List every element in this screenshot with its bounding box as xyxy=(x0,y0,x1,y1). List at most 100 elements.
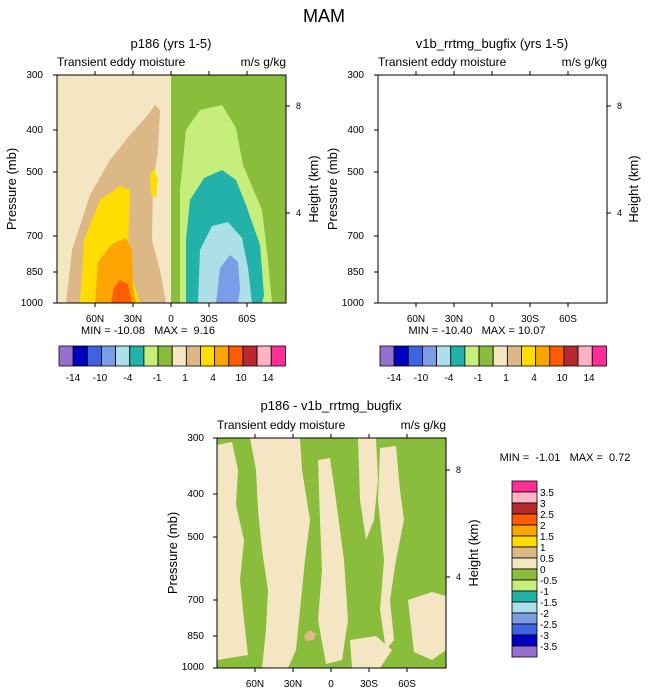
colorbar-label: -1 xyxy=(474,373,483,384)
colorbar-swatch xyxy=(171,345,187,367)
colorbar-diff-label: 3.5 xyxy=(540,488,554,499)
colorbar-diff-swatch xyxy=(511,491,538,504)
contour-diff-positive-1 xyxy=(304,630,316,641)
contour-negative-6 xyxy=(519,220,573,303)
colorbar-label: 14 xyxy=(583,373,595,384)
colorbar-label: 4 xyxy=(531,373,537,384)
colorbar-diff-label: 1.5 xyxy=(540,532,554,543)
lat-tick-label: 0 xyxy=(489,314,495,325)
lat-tick-label: 0 xyxy=(168,314,174,325)
colorbar-diff-label: -2.5 xyxy=(540,620,558,631)
panel-c-ylabel: Pressure (mb) xyxy=(165,512,180,594)
pressure-tick-label: 850 xyxy=(187,631,204,642)
colorbar-b: -14 -10 -4 -1 1 4 10 14 xyxy=(379,345,607,384)
colorbar-swatch xyxy=(242,345,258,367)
colorbar-swatch xyxy=(129,345,145,367)
colorbar-diff-label: -0.5 xyxy=(540,576,558,587)
colorbar-diff-label: -1.5 xyxy=(540,598,558,609)
colorbar-swatch xyxy=(86,345,102,367)
contour-positive-4-cell xyxy=(471,167,479,198)
pressure-tick-label: 1000 xyxy=(21,298,44,309)
lat-tick-label: 60N xyxy=(407,314,425,325)
pressure-tick-label: 500 xyxy=(187,532,204,543)
panel-b: v1b_rrtmg_bugfix (yrs 1-5) Transient edd… xyxy=(325,36,641,337)
colorbar-diff-label: -3 xyxy=(540,631,549,642)
pressure-tick-label: 300 xyxy=(187,433,204,444)
colorbar-swatch xyxy=(478,345,494,367)
lat-tick-label: 60S xyxy=(559,314,577,325)
contour-diff-positive-0-5 xyxy=(358,438,378,540)
panel-c-stats: MIN = -1.01 MAX = 0.72 xyxy=(500,452,631,464)
colorbar-label: -1 xyxy=(153,373,162,384)
colorbar-diff-boxes xyxy=(511,480,538,658)
colorbar-swatch xyxy=(492,345,508,367)
colorbar-swatch xyxy=(143,345,159,367)
panel-b-contours xyxy=(378,75,607,303)
panel-a-x-axis: 60N 30N 0 30S 60S xyxy=(86,314,256,325)
colorbar-diff-labels: 3.5 3 2.5 2 1.5 1 0.5 0 -0.5 -1 -1.5 -2 … xyxy=(540,488,558,653)
pressure-tick-label: 300 xyxy=(347,70,364,81)
colorbar-label: -10 xyxy=(93,373,108,384)
panel-b-title: v1b_rrtmg_bugfix (yrs 1-5) xyxy=(416,36,568,51)
contour-positive-10 xyxy=(435,292,448,303)
contour-diff-positive-0-5 xyxy=(318,458,348,664)
colorbar-diff-swatch xyxy=(511,645,538,658)
colorbar-swatch xyxy=(422,345,438,367)
contour-diff-positive-0-5 xyxy=(217,442,248,660)
colorbar-label: -14 xyxy=(387,373,402,384)
contour-positive-8 xyxy=(111,280,132,303)
contour-negative-1 xyxy=(492,75,607,303)
pressure-tick-label: 700 xyxy=(347,231,364,242)
colorbar-swatch xyxy=(101,345,116,367)
lat-tick-label: 60S xyxy=(238,314,256,325)
contour-positive-6 xyxy=(415,237,457,303)
colorbar-diff-swatch xyxy=(511,590,538,603)
colorbar-label: 10 xyxy=(235,373,247,384)
colorbar-diff-swatch xyxy=(511,480,538,493)
colorbar-swatch xyxy=(591,345,607,367)
colorbar-diff-swatch xyxy=(511,535,538,548)
colorbar-label: -4 xyxy=(445,373,454,384)
colorbar-label: -14 xyxy=(66,373,81,384)
panel-c-x-axis: 60N 30N 0 30S 60S xyxy=(246,679,416,690)
pressure-tick-label: 1000 xyxy=(182,662,205,673)
lat-tick-label: 30S xyxy=(521,314,539,325)
colorbar-diff-swatch xyxy=(511,623,538,636)
lat-tick-label: 60N xyxy=(86,314,104,325)
colorbar-swatch xyxy=(393,345,409,367)
panel-a: p186 (yrs 1-5) Transient eddy moisture m… xyxy=(4,36,321,337)
colorbar-diff-swatch xyxy=(511,557,538,570)
colorbar-label: -10 xyxy=(414,373,429,384)
colorbar-diff-label: 2 xyxy=(540,521,546,532)
colorbar-swatch xyxy=(58,345,74,367)
colorbar-label: 4 xyxy=(210,373,216,384)
colorbar-swatch xyxy=(464,345,480,367)
colorbar-label: 14 xyxy=(262,373,274,384)
panel-b-y-axis: 300 400 500 700 850 1000 Pressure (mb) xyxy=(325,70,364,309)
colorbar-diff-label: -1 xyxy=(540,587,549,598)
colorbar-diff-swatch xyxy=(511,524,538,537)
colorbar-label: -4 xyxy=(124,373,133,384)
pressure-tick-label: 500 xyxy=(26,167,43,178)
colorbar-swatch xyxy=(521,345,537,367)
contour-negative-8 xyxy=(216,255,240,303)
colorbar-diff-swatch xyxy=(511,568,538,581)
pressure-tick-label: 400 xyxy=(187,489,204,500)
pressure-tick-label: 300 xyxy=(26,70,43,81)
colorbar-a: -14 -10 -4 -1 1 4 10 14 xyxy=(58,345,286,384)
pressure-tick-label: 850 xyxy=(26,267,43,278)
lat-tick-label: 30S xyxy=(360,679,378,690)
panel-c-y2label: Height (km) xyxy=(466,519,481,586)
pressure-tick-label: 1000 xyxy=(342,298,365,309)
height-tick-label: 8 xyxy=(456,465,461,475)
lat-tick-label: 30N xyxy=(445,314,463,325)
colorbar-swatch xyxy=(407,345,423,367)
pressure-tick-label: 400 xyxy=(26,125,43,136)
height-tick-label: 4 xyxy=(296,208,301,218)
colorbar-swatch xyxy=(563,345,579,367)
panel-b-y2-axis: 8 4 Height (km) xyxy=(617,101,641,223)
panel-a-ylabel: Pressure (mb) xyxy=(4,148,19,230)
panel-b-stats: MIN = -10.40 MAX = 10.07 xyxy=(409,325,546,337)
height-tick-label: 4 xyxy=(617,208,622,218)
contour-diff-positive-0-5 xyxy=(408,592,446,660)
